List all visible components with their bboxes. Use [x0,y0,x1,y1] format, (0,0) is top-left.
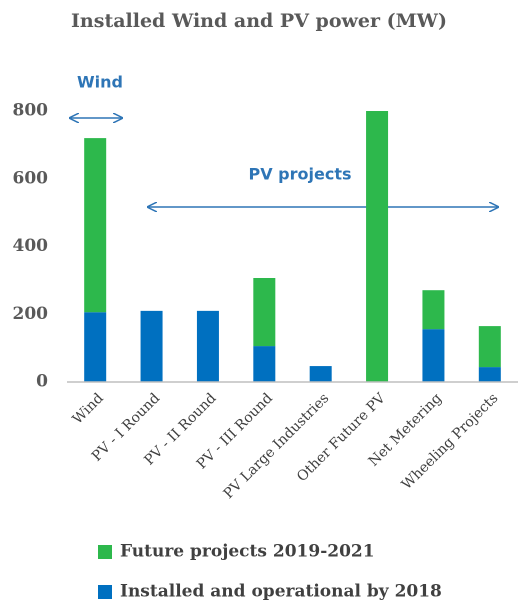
bar [140,310,163,382]
bar [309,366,332,382]
annotation: Wind [77,73,123,92]
bar [253,278,276,347]
bar [253,346,276,382]
y-tick-label: 0 [36,372,48,392]
legend-swatch [98,545,112,559]
bar [366,111,389,382]
bar [478,367,501,382]
bar [422,290,445,330]
y-tick-label: 600 [13,168,49,188]
bar [196,310,219,382]
y-tick-label: 200 [13,304,49,324]
x-tick-label: Wheeling Projects [399,390,502,493]
x-tick-label: PV Large Industries [221,390,333,502]
annotation: PV projects [248,165,351,184]
bar [478,326,501,368]
y-tick-label: 800 [13,101,49,121]
legend-swatch [98,585,112,599]
bar [422,329,445,382]
bar [84,138,107,313]
bar [84,312,107,382]
chart-title: Installed Wind and PV power (MW) [71,10,447,32]
legend-label: Installed and operational by 2018 [120,582,442,602]
y-tick-label: 400 [13,236,49,256]
legend-label: Future projects 2019-2021 [120,542,375,562]
x-tick-label: Wind [70,390,107,427]
